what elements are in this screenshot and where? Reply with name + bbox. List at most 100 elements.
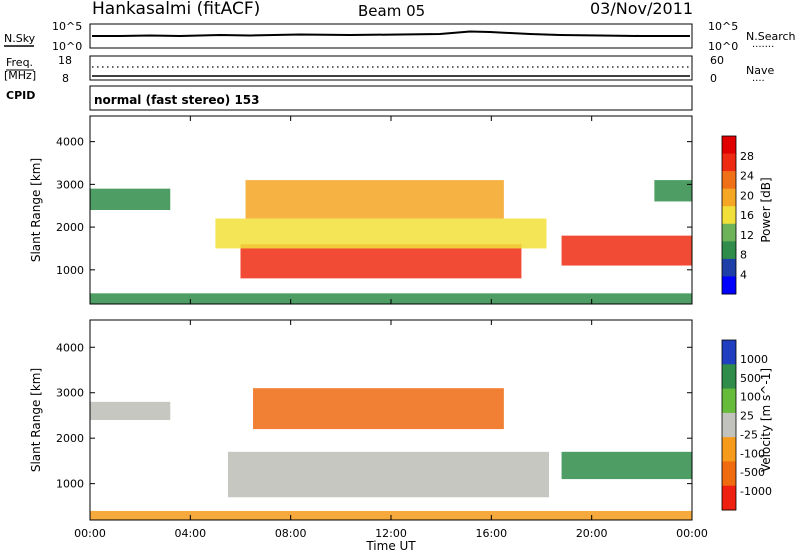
cpid-mode: normal (fast stereo) 153: [94, 93, 260, 107]
scatter-region: [215, 218, 547, 249]
freq-panel: Freq. [MHz] 18 8 60 0 Nave ····: [4, 54, 774, 87]
colorbar-swatch: [722, 412, 736, 438]
nave-key: ····: [752, 76, 765, 87]
x-tick-label: 00:00: [74, 527, 106, 540]
colorbar-tick-label: 28: [740, 150, 754, 163]
cpid-panel: CPID normal (fast stereo) 153: [6, 85, 693, 111]
scatter-region: [561, 451, 692, 480]
nsearch-key: ·······: [752, 42, 774, 53]
velocity-y-ticks: 1000 2000 3000 4000: [56, 341, 692, 491]
velocity-colorbar-title: Velocity [m s^-1]: [759, 368, 773, 472]
nsky-right-tick-top: 10^5: [708, 20, 738, 33]
nave-label: Nave: [746, 64, 774, 77]
colorbar-tick-label: -25: [740, 428, 758, 441]
scatter-region: [245, 180, 504, 219]
y-tick-label: 3000: [56, 178, 84, 191]
velocity-panel: 1000 2000 3000 4000 Slant Range [km] 1000 50…: [29, 319, 773, 521]
freq-tick-bottom: 8: [62, 72, 69, 85]
x-tick-label: 16:00: [475, 527, 507, 540]
velocity-ylabel: Slant Range [km]: [29, 368, 43, 472]
colorbar-swatch: [722, 364, 736, 390]
nave-tick-top: 60: [710, 54, 724, 67]
y-tick-label: 1000: [56, 264, 84, 277]
beam-title: Beam 05: [358, 2, 425, 20]
colorbar-tick-label: -100: [740, 447, 765, 460]
power-y-ticks: 1000 2000 3000 4000: [56, 136, 692, 277]
nsky-right-tick-bottom: 10^0: [708, 40, 738, 53]
colorbar-swatch: [722, 171, 736, 190]
colorbar-swatch: [722, 437, 736, 462]
cpid-label: CPID: [6, 89, 35, 102]
colorbar-tick-label: 20: [740, 189, 754, 202]
colorbar-swatch: [722, 206, 736, 225]
nsky-tick-bottom: 10^0: [52, 40, 82, 53]
nsky-tick-top: 10^5: [52, 20, 82, 33]
colorbar-swatch: [722, 461, 736, 487]
x-tick-label: 04:00: [174, 527, 206, 540]
nsky-label: N.Sky: [4, 32, 36, 45]
power-panel: 1000 2000 3000 4000 Slant Range [km] 28 24 20…: [29, 115, 773, 305]
freq-tick-top: 18: [58, 54, 72, 67]
power-colorbar: 28 24 20 16 12 8 4: [721, 135, 754, 295]
power-data-regions: [90, 180, 692, 304]
colorbar-swatch: [722, 340, 736, 365]
scatter-region: [227, 451, 550, 498]
colorbar-swatch: [722, 388, 736, 414]
x-axis-ticks: 00:00 04:00 08:00 12:00 16:00 20:00 00:00: [74, 116, 708, 540]
y-tick-label: 2000: [56, 432, 84, 445]
x-tick-label: 00:00: [676, 527, 708, 540]
colorbar-frame: [721, 135, 737, 295]
colorbar-swatch: [722, 485, 736, 511]
velocity-data-regions: [90, 388, 692, 520]
scatter-region: [240, 244, 522, 279]
date-title: 03/Nov/2011: [590, 0, 693, 18]
x-axis-label: Time UT: [365, 539, 416, 553]
colorbar-tick-label: 500: [740, 372, 761, 385]
power-ylabel: Slant Range [km]: [29, 158, 43, 262]
colorbar-tick-label: 25: [740, 410, 754, 423]
colorbar-swatch: [722, 188, 736, 207]
colorbar-tick-label: 8: [740, 249, 747, 262]
colorbar-tick-label: 4: [740, 268, 747, 281]
scatter-region: [561, 235, 692, 266]
nsearch-label: N.Search: [746, 30, 796, 43]
colorbar-tick-label: 16: [740, 209, 754, 222]
colorbar-tick-label: 12: [740, 229, 754, 242]
scatter-region: [90, 401, 171, 420]
colorbar-frame: [721, 339, 737, 511]
y-tick-label: 3000: [56, 387, 84, 400]
colorbar-swatch: [722, 276, 736, 295]
colorbar-swatch: [722, 136, 736, 155]
cpid-frame: [89, 85, 693, 111]
colorbar-swatch: [722, 153, 736, 172]
x-tick-label: 12:00: [375, 527, 407, 540]
colorbar-tick-label: -500: [740, 466, 765, 479]
nave-tick-bottom: 0: [710, 72, 717, 85]
station-title: Hankasalmi (fitACF): [92, 0, 260, 19]
y-tick-label: 4000: [56, 136, 84, 149]
nsky-line: [92, 30, 690, 38]
velocity-colorbar: 1000 500 100 25 -25 -100 -500 -1000: [721, 339, 772, 511]
colorbar-tick-label: -1000: [740, 485, 772, 498]
colorbar-tick-label: 1000: [740, 353, 768, 366]
scatter-region: [654, 180, 692, 202]
nsky-panel: N.Sky 10^5 10^0 10^5 10^0 N.Search ·····…: [4, 20, 796, 53]
freq-label: Freq.: [6, 56, 33, 69]
y-tick-label: 1000: [56, 478, 84, 491]
colorbar-tick-label: 100: [740, 391, 761, 404]
freq-frame: [89, 55, 693, 81]
nsky-frame: [89, 23, 693, 49]
x-tick-label: 08:00: [275, 527, 307, 540]
scatter-region: [253, 388, 504, 430]
y-tick-label: 2000: [56, 221, 84, 234]
scatter-region: [90, 188, 171, 210]
x-tick-label: 20:00: [576, 527, 608, 540]
power-colorbar-title: Power [dB]: [759, 177, 773, 242]
colorbar-tick-label: 24: [740, 170, 754, 183]
colorbar-swatch: [722, 258, 736, 277]
colorbar-swatch: [722, 223, 736, 242]
freq-unit: [MHz]: [4, 69, 36, 82]
y-tick-label: 4000: [56, 341, 84, 354]
